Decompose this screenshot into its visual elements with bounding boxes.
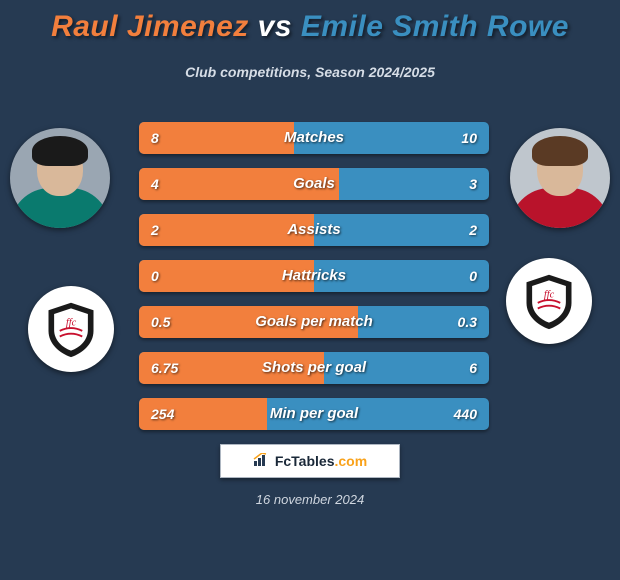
bar-metric-label: Matches <box>139 122 489 154</box>
bar-row: 22Assists <box>139 214 489 246</box>
player1-hair <box>32 136 88 166</box>
bar-metric-label: Assists <box>139 214 489 246</box>
fulham-badge-icon: ffc <box>519 271 579 331</box>
bar-row: 00Hattricks <box>139 260 489 292</box>
bar-metric-label: Goals <box>139 168 489 200</box>
subtitle: Club competitions, Season 2024/2025 <box>0 64 620 80</box>
watermark-suffix: .com <box>334 453 367 469</box>
bar-row: 254440Min per goal <box>139 398 489 430</box>
bar-row: 810Matches <box>139 122 489 154</box>
bar-chart-icon <box>253 453 269 470</box>
bar-metric-label: Min per goal <box>139 398 489 430</box>
title-player2: Emile Smith Rowe <box>301 10 569 43</box>
title-vs: vs <box>258 10 292 43</box>
player1-club-badge: ffc <box>28 286 114 372</box>
watermark-text: FcTables.com <box>275 453 367 469</box>
date: 16 november 2024 <box>0 492 620 507</box>
player2-club-badge: ffc <box>506 258 592 344</box>
player2-hair <box>532 136 588 166</box>
title: Raul Jimenez vs Emile Smith Rowe <box>0 10 620 44</box>
bar-metric-label: Hattricks <box>139 260 489 292</box>
bar-row: 6.756Shots per goal <box>139 352 489 384</box>
title-player1: Raul Jimenez <box>51 10 249 43</box>
bar-row: 0.50.3Goals per match <box>139 306 489 338</box>
comparison-infographic: Raul Jimenez vs Emile Smith Rowe Club co… <box>0 0 620 580</box>
svg-text:ffc: ffc <box>544 289 555 300</box>
bar-metric-label: Shots per goal <box>139 352 489 384</box>
bar-metric-label: Goals per match <box>139 306 489 338</box>
fulham-badge-icon: ffc <box>41 299 101 359</box>
comparison-bars: 810Matches 43Goals 22Assists 00Hattricks 0.5… <box>139 122 489 444</box>
watermark-main: FcTables <box>275 453 335 469</box>
watermark: FcTables.com <box>220 444 400 478</box>
bar-row: 43Goals <box>139 168 489 200</box>
player1-avatar <box>10 128 110 228</box>
player2-avatar <box>510 128 610 228</box>
svg-text:ffc: ffc <box>66 317 77 328</box>
